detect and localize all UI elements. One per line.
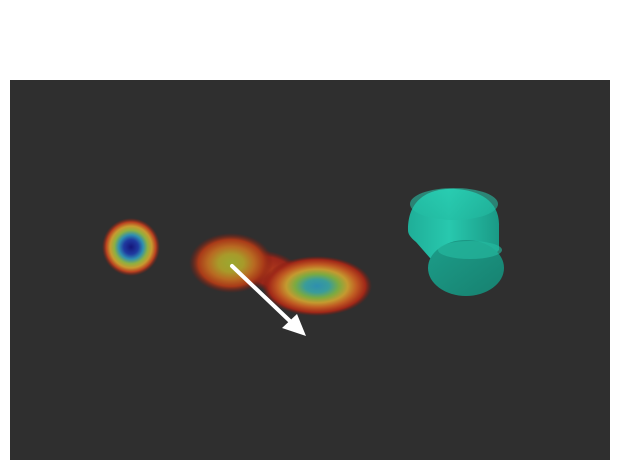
heat-blob-elongated[interactable] xyxy=(189,233,372,316)
direction-arrow-icon[interactable] xyxy=(230,264,306,336)
scene-canvas[interactable] xyxy=(10,80,610,460)
cup-object-icon[interactable] xyxy=(408,188,504,296)
3d-viewport[interactable] xyxy=(10,80,610,460)
heat-blob-small[interactable] xyxy=(102,218,160,276)
